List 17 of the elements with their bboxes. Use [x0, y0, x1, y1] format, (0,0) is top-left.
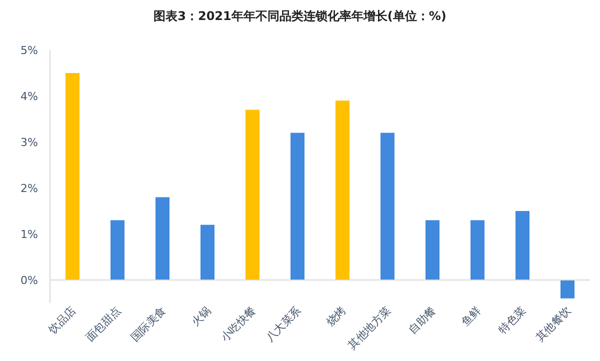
xtick: 自助餐	[406, 304, 439, 336]
ytick: 5%	[20, 44, 38, 57]
xtick: 特色菜	[496, 304, 529, 336]
title: 图表3：2021年年不同品类连锁化率年增长(单位：%)	[154, 9, 446, 23]
ytick: 1%	[20, 228, 38, 241]
xtick: 饮品店	[46, 304, 79, 336]
xtick: 八大菜系	[263, 304, 304, 344]
xtick: 小吃快餐	[218, 304, 259, 344]
xtick: 面包甜点	[83, 304, 124, 344]
ytick: 4%	[20, 90, 38, 103]
xtick: 国际美食	[128, 304, 169, 344]
xtick: 其他餐饮	[533, 304, 574, 344]
xtick: 火锅	[188, 304, 214, 329]
xtick: 鱼鲜	[458, 304, 484, 329]
ytick: 3%	[20, 136, 38, 149]
ytick: 2%	[20, 182, 38, 195]
ytick: 0%	[20, 274, 38, 287]
